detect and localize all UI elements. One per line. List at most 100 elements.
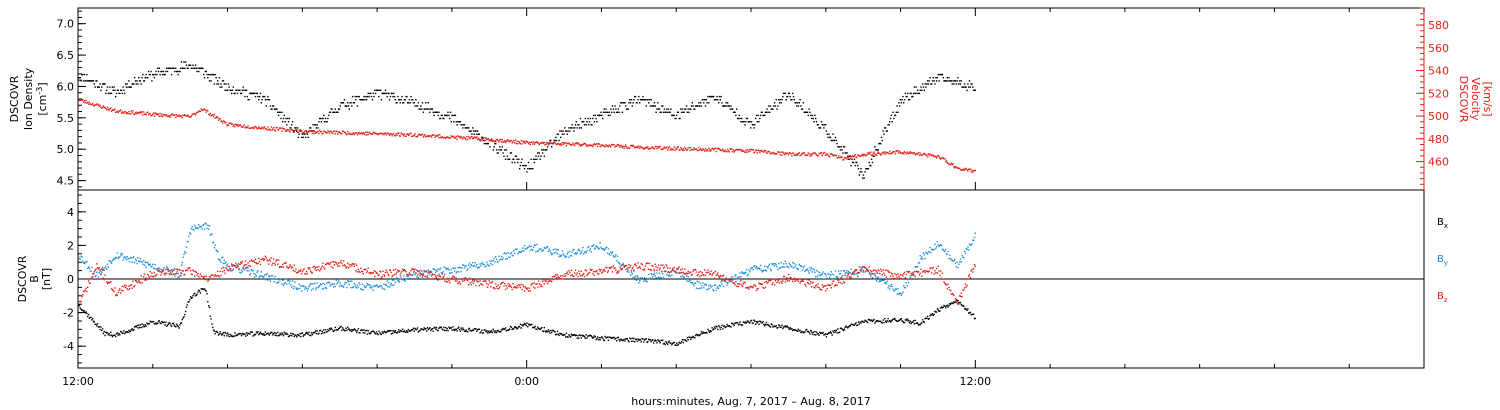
bz-point [360,267,362,269]
bx-point [124,332,126,335]
velocity-point [632,144,634,147]
by-point [506,258,508,260]
by-point [169,274,171,276]
by-point [725,281,727,283]
by-point [79,258,81,261]
bx-point [323,332,326,334]
velocity-point [291,129,294,131]
bx-point [818,334,820,336]
density-point [334,108,336,110]
bx-point [438,327,440,329]
bx-point [859,321,861,323]
bx-point [364,332,366,334]
density-point [379,89,382,91]
density-point [170,73,173,76]
density-point [949,80,951,82]
by-point [377,286,379,288]
bx-point [101,329,103,332]
velocity-point [852,156,855,158]
velocity-point [254,125,257,128]
by-point [361,288,363,291]
velocity-point [723,150,726,153]
density-point [709,95,712,98]
velocity-point [319,129,321,132]
bx-point [425,328,427,330]
bx-point [561,334,564,336]
bx-point [852,323,854,326]
bx-point [528,324,531,326]
density-point [236,92,239,95]
by-point [184,251,186,253]
bx-point [954,301,957,303]
bx-point [599,339,601,341]
density-point [959,80,961,82]
by-point [126,256,128,258]
velocity-point [92,102,94,105]
bx-point [666,343,669,345]
velocity-point [316,131,318,133]
by-point [176,270,179,273]
bx-point [917,324,920,326]
density-point [352,102,355,104]
density-point [147,77,149,79]
density-point [773,105,775,107]
density-point [575,121,577,123]
by-point [507,252,509,254]
by-point [722,279,724,281]
density-point [716,95,718,98]
bx-point [713,326,716,328]
bx-point [182,317,184,319]
bz-point [133,286,135,288]
density-point [770,108,772,110]
velocity-point [611,144,614,146]
by-point [248,270,250,272]
velocity-point [791,154,793,157]
bz-point [401,270,403,273]
velocity-point [878,152,880,154]
by-point [261,275,263,277]
density-point [474,130,476,132]
by-point [312,287,314,290]
by-point [301,285,304,287]
by-point [848,271,851,274]
bx-point [797,328,800,330]
by-point [351,286,354,289]
density-point [941,73,944,76]
velocity-point [427,135,429,137]
bz-point [316,266,318,268]
by-point [279,278,281,281]
bx-point [402,331,405,333]
velocity-point [383,134,385,136]
velocity-point [780,151,782,153]
density-point [939,73,941,76]
density-point [341,102,343,104]
density-point [854,164,856,167]
by-point [217,250,219,253]
by-point [154,263,156,266]
bz-point [145,277,147,279]
velocity-point [606,145,609,147]
bz-point [198,277,201,280]
bz-point [349,265,351,268]
bz-point [167,270,170,272]
velocity-point [248,127,250,129]
bz-point [229,267,231,270]
bz-point [445,281,448,283]
bx-point [970,313,972,316]
velocity-point [817,155,819,157]
bx-point [570,333,573,335]
bx-point [890,320,893,322]
density-point [872,155,874,157]
bx-point [831,334,833,336]
bx-point [691,336,693,338]
density-point [618,111,620,113]
velocity-point [539,142,541,145]
velocity-point [286,130,288,132]
velocity-point [80,99,82,102]
velocity-point [480,139,482,141]
density-point [424,108,426,110]
density-point [661,105,663,107]
density-point [395,102,397,104]
velocity-point [800,154,802,156]
velocity-point [352,132,355,134]
